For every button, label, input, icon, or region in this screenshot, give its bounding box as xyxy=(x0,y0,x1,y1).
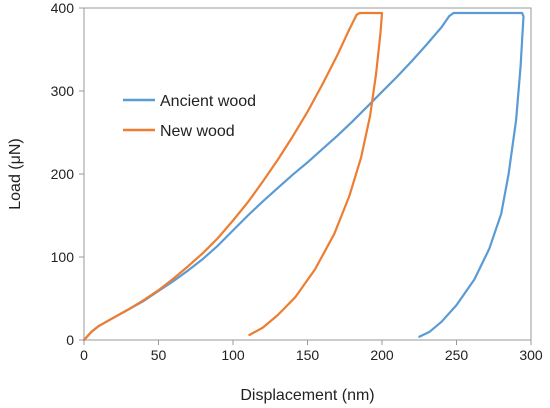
x-tick-label: 50 xyxy=(151,347,167,363)
series-lines xyxy=(82,11,525,342)
y-tick-label: 200 xyxy=(51,166,75,182)
x-tick-label: 250 xyxy=(445,347,469,363)
x-axis-ticks: 0 50 100 150 200 250 300 xyxy=(80,340,543,363)
plot-border xyxy=(83,7,532,341)
plot-area xyxy=(83,7,532,341)
legend-label: Ancient wood xyxy=(160,93,256,110)
x-tick-label: 0 xyxy=(80,347,88,363)
x-tick-label: 150 xyxy=(296,347,320,363)
x-tick-label: 100 xyxy=(221,347,245,363)
series-line-new-wood xyxy=(82,11,384,342)
x-tick-label: 300 xyxy=(519,347,543,363)
y-tick-label: 300 xyxy=(51,83,75,99)
x-axis-title: Displacement (nm) xyxy=(240,387,374,404)
y-tick-label: 400 xyxy=(51,0,75,16)
legend: Ancient wood New wood xyxy=(123,93,256,140)
y-tick-label: 100 xyxy=(51,249,75,265)
y-axis-ticks: 0 100 200 300 400 xyxy=(51,0,84,348)
y-axis-title: Load (μN) xyxy=(7,138,24,209)
legend-label: New wood xyxy=(160,123,235,140)
x-tick-label: 200 xyxy=(370,347,394,363)
y-tick-label: 0 xyxy=(66,332,74,348)
series-line-ancient-wood xyxy=(82,11,525,342)
